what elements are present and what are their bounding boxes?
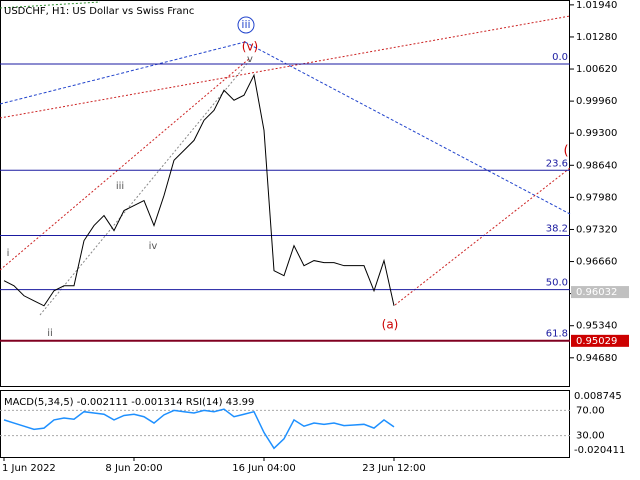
price-marker — [571, 286, 629, 299]
y-tick-label: 0.98640 — [576, 160, 617, 171]
wave-label: ( — [563, 144, 568, 159]
y-tick-label: 0.96660 — [576, 257, 617, 268]
chart-title: USDCHF, H1: US Dollar vs Swiss Franc — [4, 6, 194, 17]
x-tick-label: 8 Jun 20:00 — [105, 463, 162, 474]
y-tick-label: 1.01940 — [576, 0, 617, 11]
macd-scale-label: 0.008745 — [574, 391, 622, 402]
fib-label: 23.6 — [546, 158, 568, 169]
wave-label: (v) — [242, 40, 258, 54]
y-tick-label: 0.95340 — [576, 321, 617, 332]
wave-label: ii — [47, 328, 53, 339]
x-tick-label: 1 Jun 2022 — [2, 463, 56, 474]
trend-line — [0, 57, 251, 271]
price-marker-label: 0.96032 — [576, 287, 617, 298]
trend-line — [394, 167, 571, 306]
y-tick-label: 0.97980 — [576, 192, 617, 203]
price-marker — [571, 334, 629, 347]
wave-label: iv — [149, 241, 158, 252]
price-marker-label: 0.95029 — [576, 336, 617, 347]
y-tick-label: 0.99300 — [576, 128, 617, 139]
trend-line — [244, 41, 571, 215]
wave-label: i — [7, 248, 10, 259]
x-tick-label: 23 Jun 12:00 — [362, 463, 426, 474]
wave-label: (a) — [382, 318, 399, 332]
y-tick-label: 0.97320 — [576, 224, 617, 235]
trend-line — [0, 1, 101, 9]
indicator-text: MACD(5,34,5) -0.002111 -0.001314 RSI(14)… — [4, 397, 254, 408]
fib-label: 0.0 — [552, 52, 568, 63]
fib-label: 50.0 — [546, 278, 568, 289]
trend-line — [0, 15, 571, 119]
y-tick-label: 1.01280 — [576, 32, 617, 43]
wave-label: iii — [241, 18, 250, 31]
x-tick-label: 16 Jun 04:00 — [232, 463, 296, 474]
wave-label: v — [247, 54, 253, 65]
wave-label: iii — [116, 181, 124, 192]
indicator-frame — [0, 390, 570, 458]
y2-tick-label: 30.00 — [576, 431, 605, 442]
fib-label: 61.8 — [546, 329, 568, 340]
y-tick-label: 0.94680 — [576, 353, 617, 364]
main-frame — [0, 0, 570, 387]
y2-tick-label: 70.00 — [576, 405, 605, 416]
trend-line — [0, 41, 246, 105]
macd-scale-label: -0.020411 — [574, 445, 625, 456]
y-tick-label: 0.99960 — [576, 96, 617, 107]
rsi-line — [3, 408, 395, 450]
wave-circle — [237, 16, 255, 34]
fib-label: 38.2 — [546, 223, 568, 234]
trend-line — [39, 59, 251, 316]
price-line — [3, 73, 395, 307]
y-tick-label: 1.00620 — [576, 64, 617, 75]
